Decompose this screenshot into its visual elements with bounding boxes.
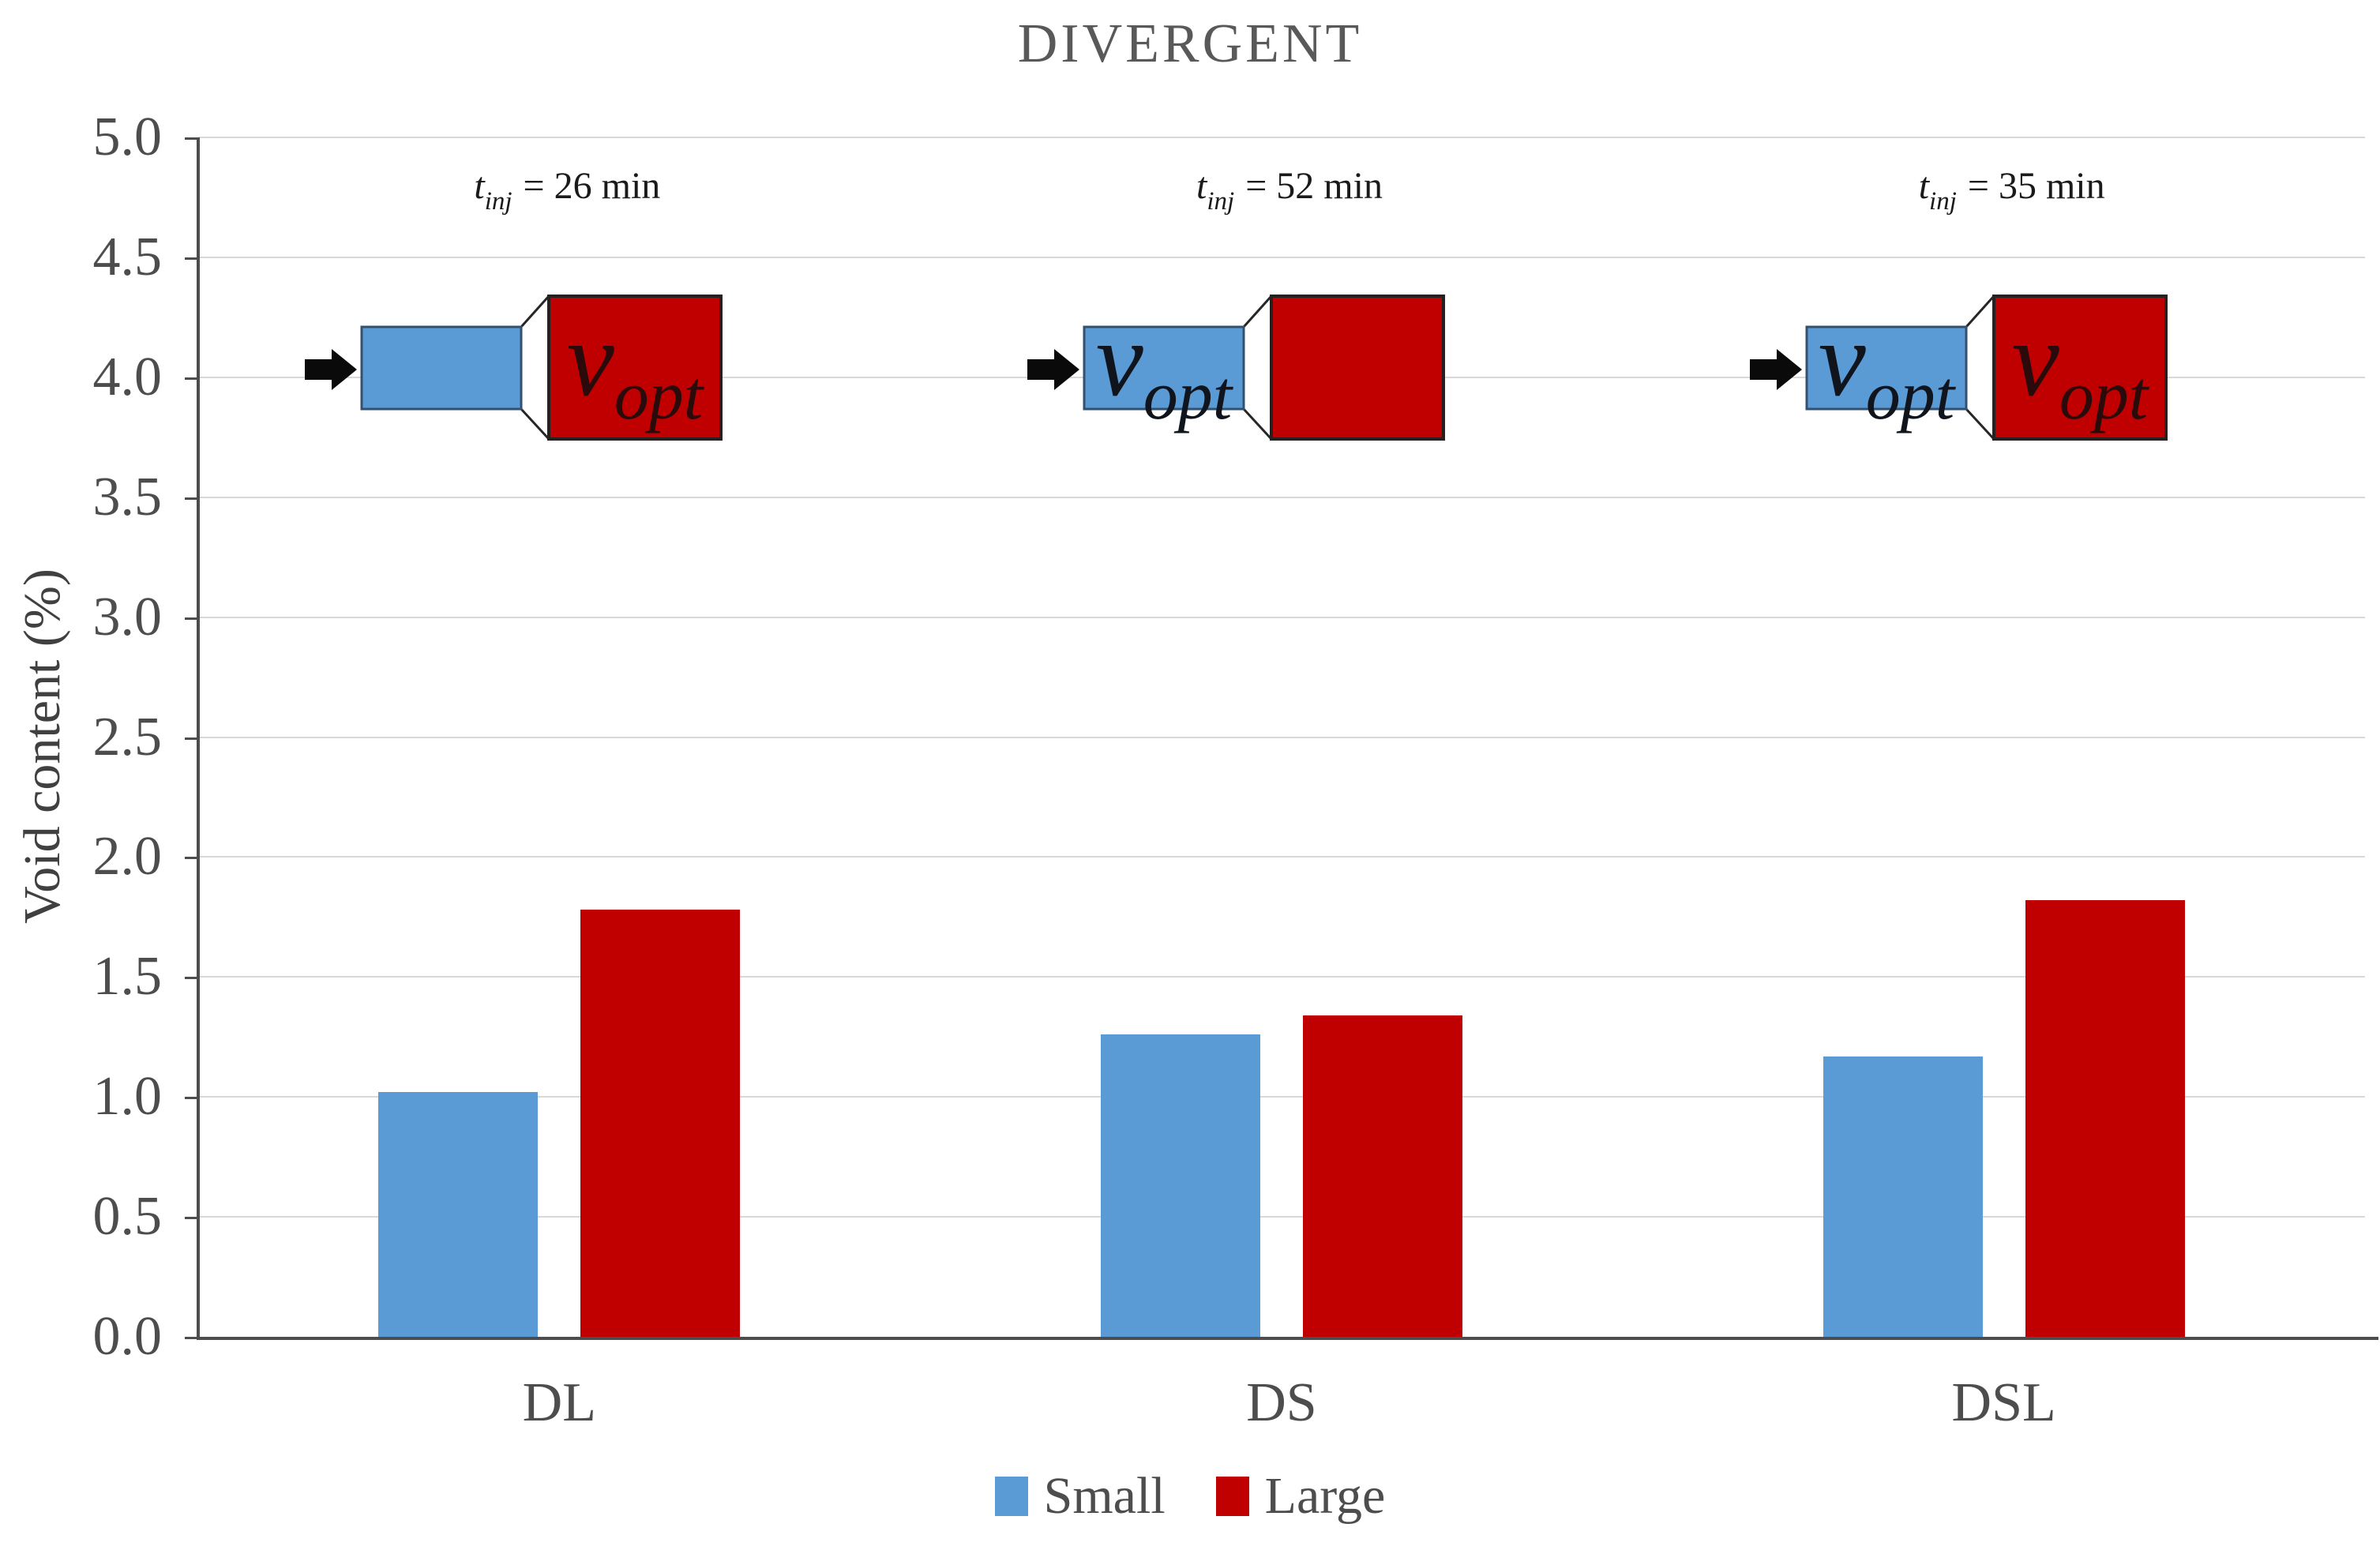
y-tick-mark	[185, 257, 197, 260]
y-gridline	[198, 1096, 2365, 1098]
flow-arrow-icon	[1776, 349, 1802, 390]
y-gridline	[198, 856, 2365, 858]
annotation-variable: t	[1196, 165, 1207, 207]
y-tick-mark	[185, 977, 197, 980]
y-tick-mark	[185, 377, 197, 380]
y-axis-line	[197, 137, 200, 1339]
y-tick-mark	[185, 857, 197, 860]
mold-diagram-dl: vopt	[305, 295, 723, 441]
divergent-funnel	[1965, 296, 1994, 439]
y-tick-mark	[185, 1097, 197, 1100]
large-section-box	[1991, 295, 2168, 441]
funnel-bottom-edge	[520, 407, 550, 441]
vopt-label: vopt	[1096, 301, 1234, 434]
y-tick-mark	[185, 617, 197, 620]
small-section-box	[1083, 325, 1245, 411]
flow-arrow-icon	[332, 349, 358, 390]
funnel-top-edge	[1242, 295, 1273, 328]
flow-arrow-icon	[1054, 349, 1079, 390]
funnel-top-edge	[1965, 295, 1995, 328]
y-gridline	[198, 976, 2365, 978]
annotation-tinj-ds: tinj = 52 min	[1013, 163, 1566, 225]
vopt-label: vopt	[2011, 301, 2149, 434]
legend-swatch-large	[1215, 1477, 1249, 1516]
annotation-variable: t	[474, 165, 485, 207]
funnel-bottom-edge	[1242, 407, 1273, 441]
annotation-tinj-dsl: tinj = 35 min	[1736, 163, 2288, 225]
bar-large-dsl	[2025, 900, 2185, 1337]
annotation-value: = 35 min	[1967, 165, 2105, 207]
flow-arrow-icon	[1749, 359, 1777, 380]
bar-small-ds	[1101, 1034, 1260, 1337]
legend: Small Large	[0, 1461, 2380, 1532]
legend-item-large: Large	[1215, 1467, 1386, 1525]
y-gridline	[198, 736, 2365, 738]
divergent-funnel	[521, 296, 550, 439]
x-label-dl: DL	[522, 1372, 596, 1433]
bar-small-dl	[378, 1092, 539, 1337]
mold-diagram-ds: vopt	[1027, 295, 1445, 441]
y-tick-mark	[185, 737, 197, 740]
large-section-box	[547, 295, 723, 441]
annotation-subscript: inj	[1207, 187, 1235, 216]
large-section-box	[1270, 295, 1445, 441]
y-tick-mark	[185, 1337, 197, 1339]
mold-diagram-dsl: vopt vopt	[1749, 295, 2168, 441]
annotation-tinj-dl: tinj = 26 min	[291, 163, 843, 225]
legend-label: Large	[1264, 1467, 1386, 1525]
annotation-variable: t	[1918, 165, 1930, 207]
y-tick-mark	[185, 497, 197, 500]
y-gridline	[198, 256, 2365, 258]
y-gridline	[198, 496, 2365, 498]
legend-swatch-small	[994, 1477, 1028, 1516]
vopt-label: vopt	[567, 301, 705, 434]
y-gridline	[198, 616, 2365, 618]
small-section-box	[1805, 325, 1968, 411]
y-tick-mark	[185, 1217, 197, 1220]
divergent-funnel	[1244, 296, 1271, 439]
y-gridline	[198, 137, 2365, 138]
annotation-value: = 52 min	[1245, 165, 1383, 207]
funnel-top-edge	[520, 295, 550, 328]
chart-title: DIVERGENT	[1017, 13, 1363, 74]
vopt-label: vopt	[1818, 301, 1956, 434]
x-label-ds: DS	[1246, 1372, 1317, 1433]
y-tick-mark	[185, 137, 197, 140]
small-section-box	[360, 325, 523, 411]
bar-large-ds	[1303, 1015, 1462, 1337]
annotation-value: = 26 min	[523, 165, 661, 207]
flow-arrow-icon	[1027, 359, 1054, 380]
legend-item-small: Small	[994, 1467, 1166, 1525]
annotation-subscript: inj	[484, 187, 512, 216]
bar-small-dsl	[1823, 1056, 1983, 1337]
annotation-subscript: inj	[1929, 187, 1957, 216]
legend-label: Small	[1043, 1467, 1166, 1525]
x-axis-line	[197, 1337, 2378, 1340]
funnel-bottom-edge	[1965, 407, 1995, 441]
flow-arrow-icon	[305, 359, 332, 380]
y-gridline	[198, 1216, 2365, 1218]
x-label-dsl: DSL	[1951, 1372, 2056, 1433]
bar-large-dl	[580, 910, 741, 1337]
